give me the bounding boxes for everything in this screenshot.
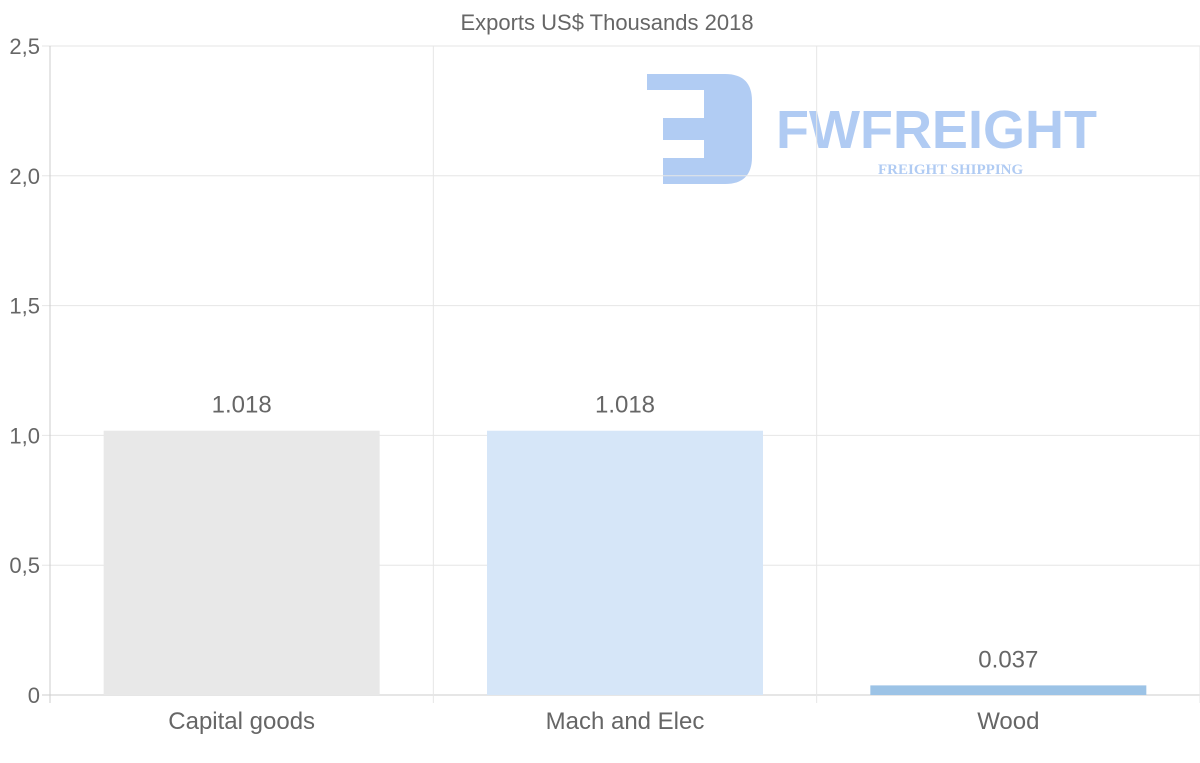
y-tick-label: 0,5 [9,553,40,578]
y-tick-label: 2,0 [9,164,40,189]
bar [487,430,763,695]
x-tick-label: Capital goods [168,708,315,735]
data-label: 1.018 [212,392,272,419]
bar [103,430,380,695]
y-tick-label: 2,5 [9,34,40,59]
chart-title: Exports US$ Thousands 2018 [460,10,753,35]
watermark-brand: FWFREIGHT [776,100,1097,160]
x-tick-label: Mach and Elec [546,708,705,735]
watermark-tagline: FREIGHT SHIPPING [878,162,1023,178]
data-label: 1.018 [595,392,655,419]
y-tick-label: 1,0 [9,423,40,448]
y-tick-label: 1,5 [9,294,40,319]
y-tick-label: 0 [28,683,40,708]
fwfreight-logo-watermark: FWFREIGHT FREIGHT SHIPPING [647,74,1097,184]
x-tick-label: Wood [977,708,1039,735]
data-label: 0.037 [978,646,1038,673]
bar [870,685,1147,695]
